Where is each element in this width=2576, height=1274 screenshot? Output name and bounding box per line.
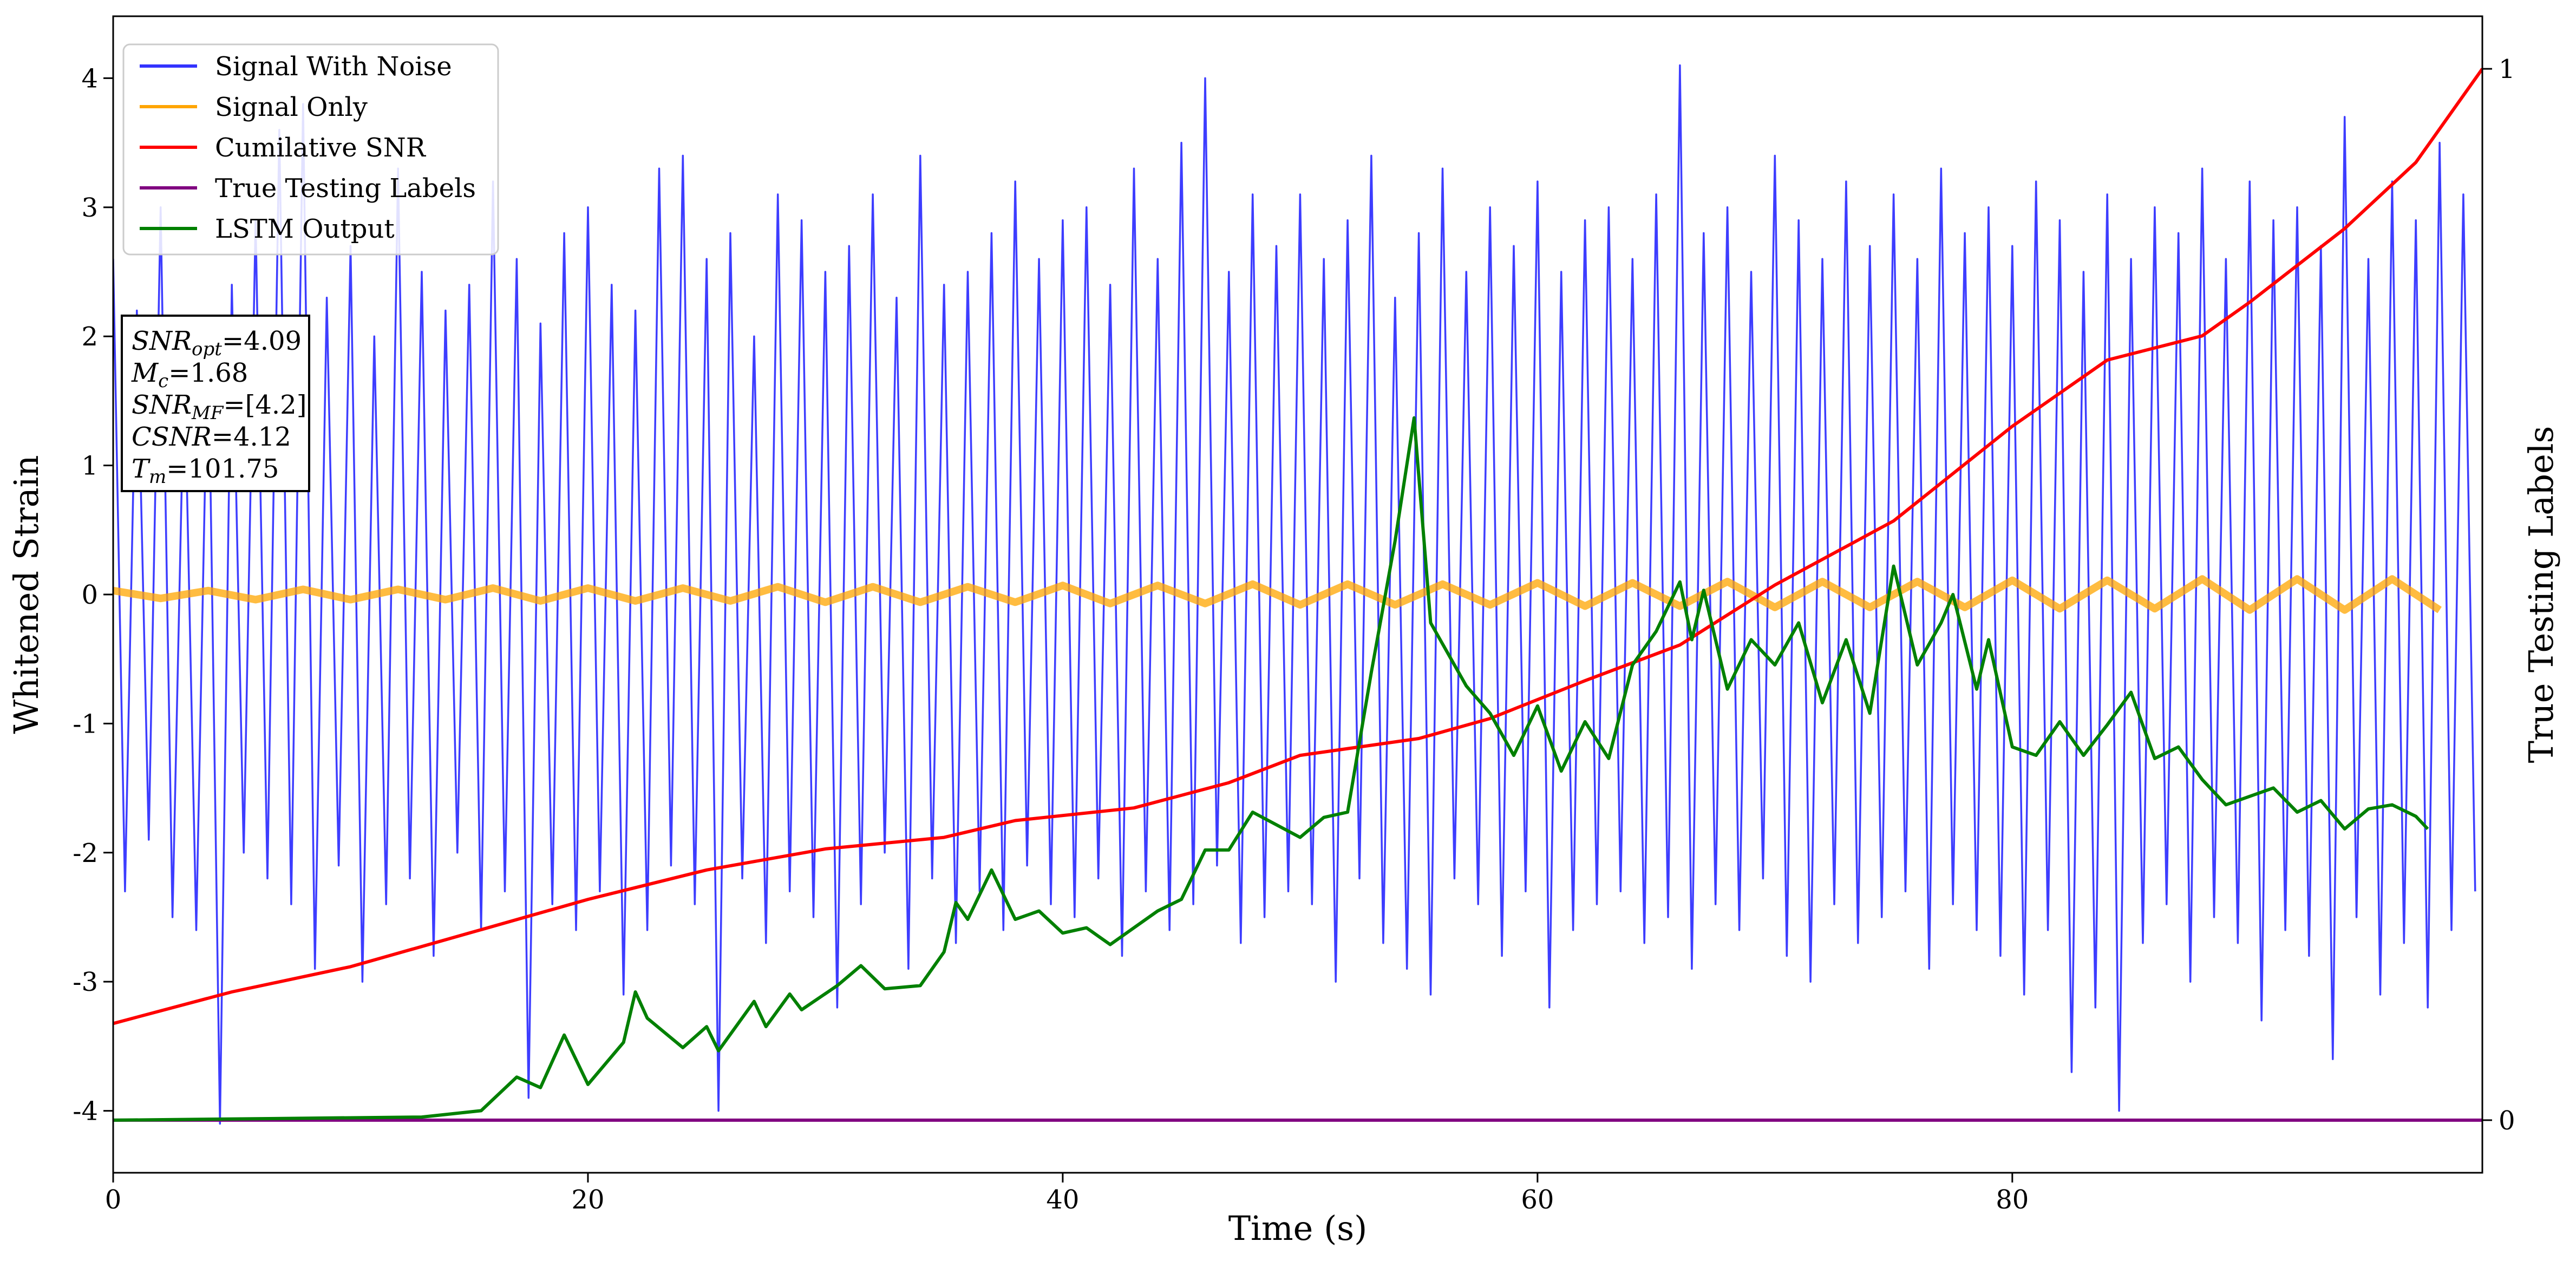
annotation-name: SNR	[132, 390, 192, 420]
annotation-value: =1.68	[168, 358, 248, 388]
y-tick-label: -3	[73, 967, 98, 997]
x-tick-label: 80	[1996, 1185, 2029, 1215]
x-tick-label: 0	[105, 1185, 122, 1215]
annotation-line: CSNR=4.12	[132, 422, 291, 452]
annotation-value: =[4.2]	[223, 390, 306, 420]
y-tick-label: -1	[73, 709, 98, 739]
annotation-line: SNRopt=4.09	[132, 326, 302, 360]
annotation-box	[121, 315, 310, 492]
annotation-line: Tm=101.75	[132, 454, 279, 488]
y2-tick-label: 1	[2499, 54, 2515, 84]
annotation-sub: opt	[192, 338, 222, 360]
series-line	[113, 575, 2442, 614]
annotation-name: T	[132, 454, 151, 484]
y-tick-label: -2	[73, 838, 98, 868]
legend-box	[122, 43, 499, 256]
y-tick-label: -4	[73, 1096, 98, 1127]
x-tick-label: 40	[1046, 1185, 1079, 1215]
y2-tick-label: 0	[2499, 1106, 2515, 1136]
x-tick-label: 20	[571, 1185, 604, 1215]
annotation-value: =4.09	[222, 326, 302, 356]
y-tick-label: 4	[81, 63, 98, 94]
annotation-line: Mc=1.68	[131, 358, 248, 392]
annotation-value: =101.75	[166, 454, 279, 484]
annotation-name: SNR	[132, 326, 192, 356]
y2-axis-label: True Testing Labels	[2521, 426, 2561, 763]
annotation-name: M	[131, 358, 159, 388]
legend-label: LSTM Output	[215, 214, 395, 244]
x-tick-label: 60	[1521, 1185, 1554, 1215]
series-line	[113, 64, 2476, 1125]
series-line	[113, 416, 2429, 1122]
annotation-line: SNRMF=[4.2]	[132, 390, 306, 424]
annotation-value: =4.12	[212, 422, 291, 452]
annotation-sub: c	[158, 370, 168, 392]
legend-label: Signal With Noise	[215, 51, 452, 82]
y-axis-label: Whitened Strain	[6, 455, 46, 734]
legend-label: True Testing Labels	[215, 173, 476, 204]
plot-area	[113, 64, 2482, 1125]
y-tick-label: 1	[81, 451, 98, 481]
y-tick-label: 3	[81, 193, 98, 223]
series-line	[113, 68, 2482, 1025]
x-axis-label: Time (s)	[1228, 1208, 1368, 1248]
y-tick-label: 2	[81, 322, 98, 352]
legend-label: Signal Only	[215, 92, 368, 122]
annotation-sub: MF	[191, 402, 224, 424]
annotation-sub: m	[149, 466, 166, 488]
annotation: SNRopt=4.09Mc=1.68SNRMF=[4.2]CSNR=4.12Tm…	[121, 315, 310, 492]
legend: Signal With Noise Signal Only Cumilative S…	[122, 43, 499, 256]
legend-label: Cumilative SNR	[215, 133, 427, 163]
annotation-name: CSNR	[132, 422, 212, 452]
y-tick-label: 0	[81, 580, 98, 610]
